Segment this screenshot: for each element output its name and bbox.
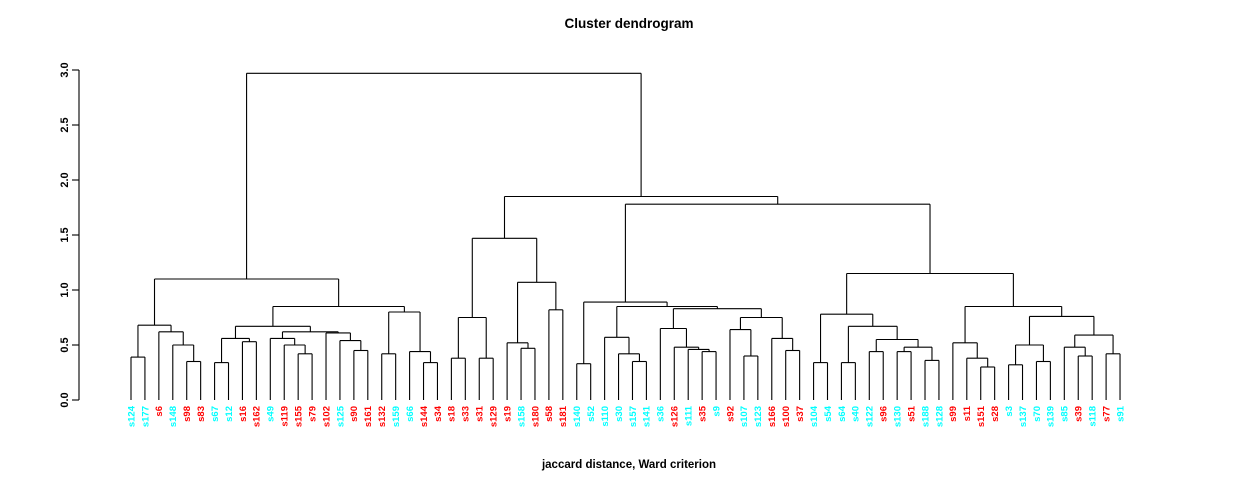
leaf-label-s123: s123 xyxy=(753,406,764,427)
leaf-label-s70: s70 xyxy=(1032,406,1043,422)
leaf-label-s151: s151 xyxy=(976,405,987,427)
leaf-label-s51: s51 xyxy=(906,405,917,422)
leaf-label-s137: s137 xyxy=(1018,406,1029,427)
leaf-label-s126: s126 xyxy=(670,406,681,427)
leaf-label-s124: s124 xyxy=(126,405,137,427)
leaf-label-s6: s6 xyxy=(154,406,165,417)
leaf-label-s188: s188 xyxy=(920,406,931,427)
leaf-label-s104: s104 xyxy=(809,405,820,427)
leaf-label-s140: s140 xyxy=(572,406,583,427)
leaf-label-s161: s161 xyxy=(363,405,374,427)
leaf-label-s16: s16 xyxy=(238,406,249,422)
leaf-label-s148: s148 xyxy=(168,406,179,427)
leaf-label-s37: s37 xyxy=(795,406,806,422)
leaf-label-s9: s9 xyxy=(711,406,722,417)
leaf-label-s128: s128 xyxy=(934,406,945,427)
leaf-label-s91: s91 xyxy=(1115,405,1126,422)
leaf-label-s83: s83 xyxy=(196,406,207,422)
y-tick-label: 1.5 xyxy=(59,227,71,242)
leaf-label-s157: s157 xyxy=(628,406,639,427)
leaf-label-s99: s99 xyxy=(948,406,959,422)
leaf-label-s52: s52 xyxy=(586,406,597,422)
leaf-label-s107: s107 xyxy=(739,406,750,427)
leaf-label-s77: s77 xyxy=(1101,406,1112,422)
leaf-label-s11: s11 xyxy=(962,405,973,421)
leaf-label-s98: s98 xyxy=(182,406,193,422)
leaf-label-s125: s125 xyxy=(335,405,346,427)
leaf-label-s40: s40 xyxy=(851,406,862,422)
leaf-label-s141: s141 xyxy=(642,405,653,427)
leaf-label-s18: s18 xyxy=(447,406,458,422)
leaf-label-s102: s102 xyxy=(321,406,332,427)
leaf-label-s58: s58 xyxy=(544,406,555,422)
leaf-label-s39: s39 xyxy=(1074,406,1085,422)
y-tick-label: 2.5 xyxy=(59,117,71,132)
leaf-label-s30: s30 xyxy=(614,406,625,422)
leaf-label-s144: s144 xyxy=(419,405,430,427)
leaf-label-s111: s111 xyxy=(684,405,695,426)
leaf-label-s19: s19 xyxy=(502,406,513,422)
leaf-label-s33: s33 xyxy=(461,406,472,422)
leaf-label-s96: s96 xyxy=(879,406,890,422)
leaf-label-s139: s139 xyxy=(1046,406,1057,427)
leaf-label-s118: s118 xyxy=(1087,406,1098,427)
leaf-label-s132: s132 xyxy=(377,406,388,427)
leaf-label-s158: s158 xyxy=(516,406,527,427)
leaf-label-s28: s28 xyxy=(990,406,1001,422)
leaf-label-s119: s119 xyxy=(280,406,291,427)
leaf-label-s79: s79 xyxy=(307,406,318,422)
leaf-label-s85: s85 xyxy=(1060,405,1071,422)
leaf-label-s122: s122 xyxy=(865,406,876,427)
leaf-label-s100: s100 xyxy=(781,406,792,427)
leaf-label-s90: s90 xyxy=(349,406,360,422)
leaf-label-s36: s36 xyxy=(656,406,667,422)
y-tick-label: 0.5 xyxy=(59,337,71,352)
leaf-label-s35: s35 xyxy=(697,405,708,422)
leaf-label-s12: s12 xyxy=(224,406,235,422)
leaf-label-s177: s177 xyxy=(140,406,151,427)
leaf-label-s92: s92 xyxy=(725,406,736,422)
leaf-label-s166: s166 xyxy=(767,406,778,427)
leaf-label-s129: s129 xyxy=(489,406,500,427)
leaf-label-s181: s181 xyxy=(558,405,569,427)
y-tick-label: 2.0 xyxy=(59,172,71,187)
leaf-label-s3: s3 xyxy=(1004,406,1015,417)
leaf-label-s155: s155 xyxy=(293,405,304,427)
leaf-label-s34: s34 xyxy=(433,405,444,422)
leaf-label-s64: s64 xyxy=(837,405,848,422)
leaf-label-s130: s130 xyxy=(892,406,903,427)
leaf-label-s159: s159 xyxy=(391,406,402,427)
leaf-label-s110: s110 xyxy=(600,406,611,427)
leaf-label-s66: s66 xyxy=(405,406,416,422)
leaf-label-s67: s67 xyxy=(210,406,221,422)
leaf-label-s162: s162 xyxy=(252,406,263,427)
y-tick-label: 0.0 xyxy=(59,392,71,407)
y-tick-label: 3.0 xyxy=(59,62,71,77)
y-tick-label: 1.0 xyxy=(59,282,71,297)
leaf-label-s49: s49 xyxy=(266,406,277,422)
chart-title: Cluster dendrogram xyxy=(564,16,694,31)
x-axis-caption: jaccard distance, Ward criterion xyxy=(541,459,717,471)
leaf-label-s54: s54 xyxy=(823,405,834,422)
leaf-label-s31: s31 xyxy=(475,405,486,422)
leaf-label-s180: s180 xyxy=(530,406,541,427)
